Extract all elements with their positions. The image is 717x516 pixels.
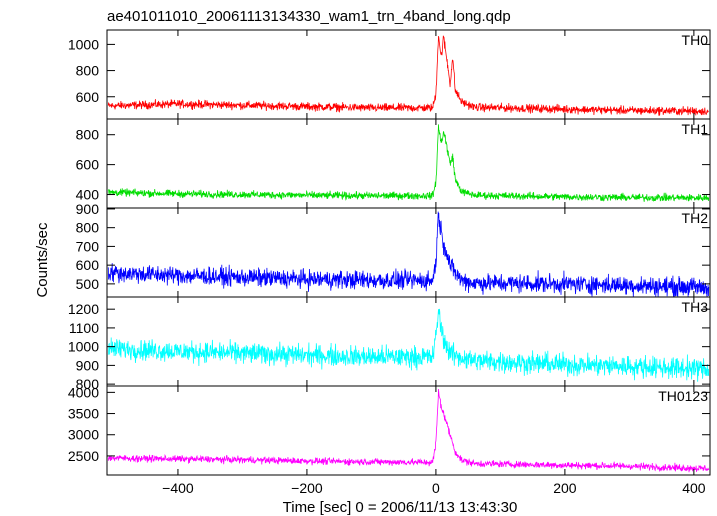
y-tick-label: 800 (76, 63, 100, 79)
y-tick-label: 600 (76, 257, 100, 273)
panel-frame (106, 296, 711, 387)
panel-th2: 500 600 700 800 900 TH2 (76, 201, 711, 298)
panel-th1: 400 600 800 TH1 (76, 118, 711, 209)
y-tick-label: 800 (76, 220, 100, 236)
x-tick-label: −200 (291, 480, 323, 496)
y-tick-label: 700 (76, 238, 100, 254)
panel-label: TH3 (682, 299, 709, 315)
y-tick-label: 3500 (68, 406, 99, 422)
y-tick-label: 900 (76, 201, 100, 217)
series-line-th1 (107, 124, 710, 202)
x-tick-label: 0 (432, 480, 440, 496)
y-tick-label: 1200 (68, 301, 99, 317)
y-tick-label: 900 (76, 357, 100, 373)
x-tick-label: 400 (682, 480, 706, 496)
y-tick-label: 1000 (68, 36, 99, 52)
y-tick-label: 1000 (68, 339, 99, 355)
panel-th0123: 2500 3000 3500 4000 TH0123 (68, 384, 711, 476)
x-axis-label: Time [sec] 0 = 2006/11/13 13:43:30 (283, 499, 518, 516)
y-tick-label: 400 (76, 187, 100, 203)
chart-title: ae401011010_20061113134330_wam1_trn_4ban… (107, 8, 511, 25)
panel-th0: 600 800 1000 TH0 (68, 29, 711, 120)
panel-label: TH1 (682, 121, 709, 137)
y-tick-label: 1100 (69, 320, 99, 336)
y-tick-label: 500 (76, 276, 100, 292)
y-axis-label: Counts/sec (34, 222, 51, 298)
y-tick-label: 800 (76, 127, 100, 143)
y-tick-label: 4000 (68, 384, 99, 400)
panel-label: TH0123 (658, 388, 708, 404)
panels: 600 800 1000 TH0 400 600 800 TH1 500 600 700 800 900… (68, 29, 711, 496)
panel-th3: 800 900 1000 1100 1200 TH3 (68, 296, 711, 392)
series-line-th0123 (107, 389, 710, 473)
y-tick-label: 800 (76, 376, 100, 392)
x-tick-label: 200 (553, 480, 577, 496)
series-line-th3 (107, 308, 710, 382)
panel-frame (106, 385, 711, 476)
series-line-th0 (107, 35, 709, 116)
x-tick-label: −400 (162, 480, 194, 496)
panel-label: TH0 (682, 32, 709, 48)
series-line-th2 (107, 211, 710, 297)
y-tick-label: 600 (76, 157, 100, 173)
y-tick-label: 3000 (68, 427, 99, 443)
y-tick-label: 2500 (68, 448, 99, 464)
y-tick-label: 600 (76, 89, 100, 105)
panel-label: TH2 (682, 210, 709, 226)
